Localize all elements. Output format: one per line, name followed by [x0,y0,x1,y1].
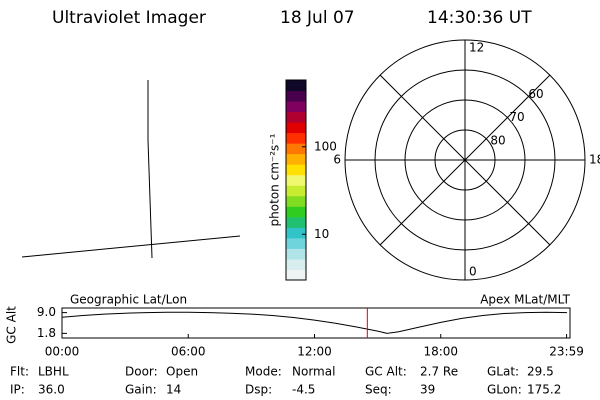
colorbar-segment [286,174,306,186]
image-line [21,235,241,258]
polar-grid [345,40,585,280]
mlt-label: 18 [589,153,600,167]
field-label: Door: [125,365,158,379]
colorbar-segment [286,164,306,176]
ring-label: 60 [528,87,543,101]
ring-label: 70 [509,110,524,124]
polar-ring [404,99,526,221]
colorbar-segment [286,101,306,113]
x-tick-label: 06:00 [171,345,206,359]
field-value: 39 [420,383,435,397]
colorbar-segment [286,153,306,165]
colorbar-segment [286,143,306,155]
colorbar-segment [286,122,306,134]
colorbar-segment [286,195,306,207]
date: 18 Jul 07 [280,8,355,28]
polar-ring [434,129,496,191]
ring-label: 80 [490,133,505,147]
plot-frame [61,307,571,339]
mlt-label: 6 [333,153,341,167]
field-label: GLon: [487,383,522,397]
colorbar-tick-label: 10 [314,227,329,241]
title: Ultraviolet Imager [52,8,206,28]
field-value: Open [166,365,198,379]
field-value: 29.5 [527,365,554,379]
field-label: Mode: [245,365,282,379]
x-tick-label: 12:00 [297,345,332,359]
colorbar-segment [286,216,306,228]
field-value: 36.0 [38,383,65,397]
colorbar-segment [286,258,306,270]
colorbar-segment [286,206,306,218]
colorbar-segment [286,111,306,123]
x-tick-label: 00:00 [45,345,80,359]
field-value: 2.7 Re [420,365,458,379]
field-value: -4.5 [292,383,315,397]
colorbar-segment [286,269,306,281]
mlt-label: 0 [469,265,477,279]
colorbar-segment [286,185,306,197]
colorbar-segment [286,248,306,260]
time: 14:30:36 UT [427,8,532,28]
colorbar-label: photon cm⁻²s⁻¹ [268,133,282,226]
colorbar-tick-label: 100 [314,139,337,153]
x-tick-label: 23:59 [549,345,584,359]
colorbar-segment [286,227,306,239]
field-label: GLat: [487,365,519,379]
left-label: Geographic Lat/Lon [70,293,187,307]
colorbar-segment [286,90,306,102]
field-label: GC Alt: [365,365,407,379]
field-value: LBHL [38,365,69,379]
field-label: Seq: [365,383,392,397]
y-axis-label: GC Alt [5,306,19,344]
y-tick-label: 9.0 [37,305,56,319]
y-tick-label: 1.8 [37,326,56,340]
image-panel [21,80,241,259]
field-label: Gain: [125,383,157,397]
field-label: Flt: [10,365,29,379]
field-value: 14 [166,383,181,397]
colorbar-segment [286,237,306,249]
field-value: Normal [292,365,335,379]
image-line [147,80,153,259]
field-value: 175.2 [527,383,561,397]
x-tick-label: 18:00 [423,345,458,359]
mlt-label: 12 [469,41,484,55]
field-label: Dsp: [245,383,272,397]
polar-axis [379,74,551,246]
field-label: IP: [10,383,25,397]
polar-ring [344,39,586,281]
colorbar-frame [285,79,307,281]
polar-ring [374,69,556,251]
colorbar-segment [286,132,306,144]
colorbar-segment [286,80,306,92]
altitude-line [61,311,568,334]
right-label: Apex MLat/MLT [480,293,570,307]
